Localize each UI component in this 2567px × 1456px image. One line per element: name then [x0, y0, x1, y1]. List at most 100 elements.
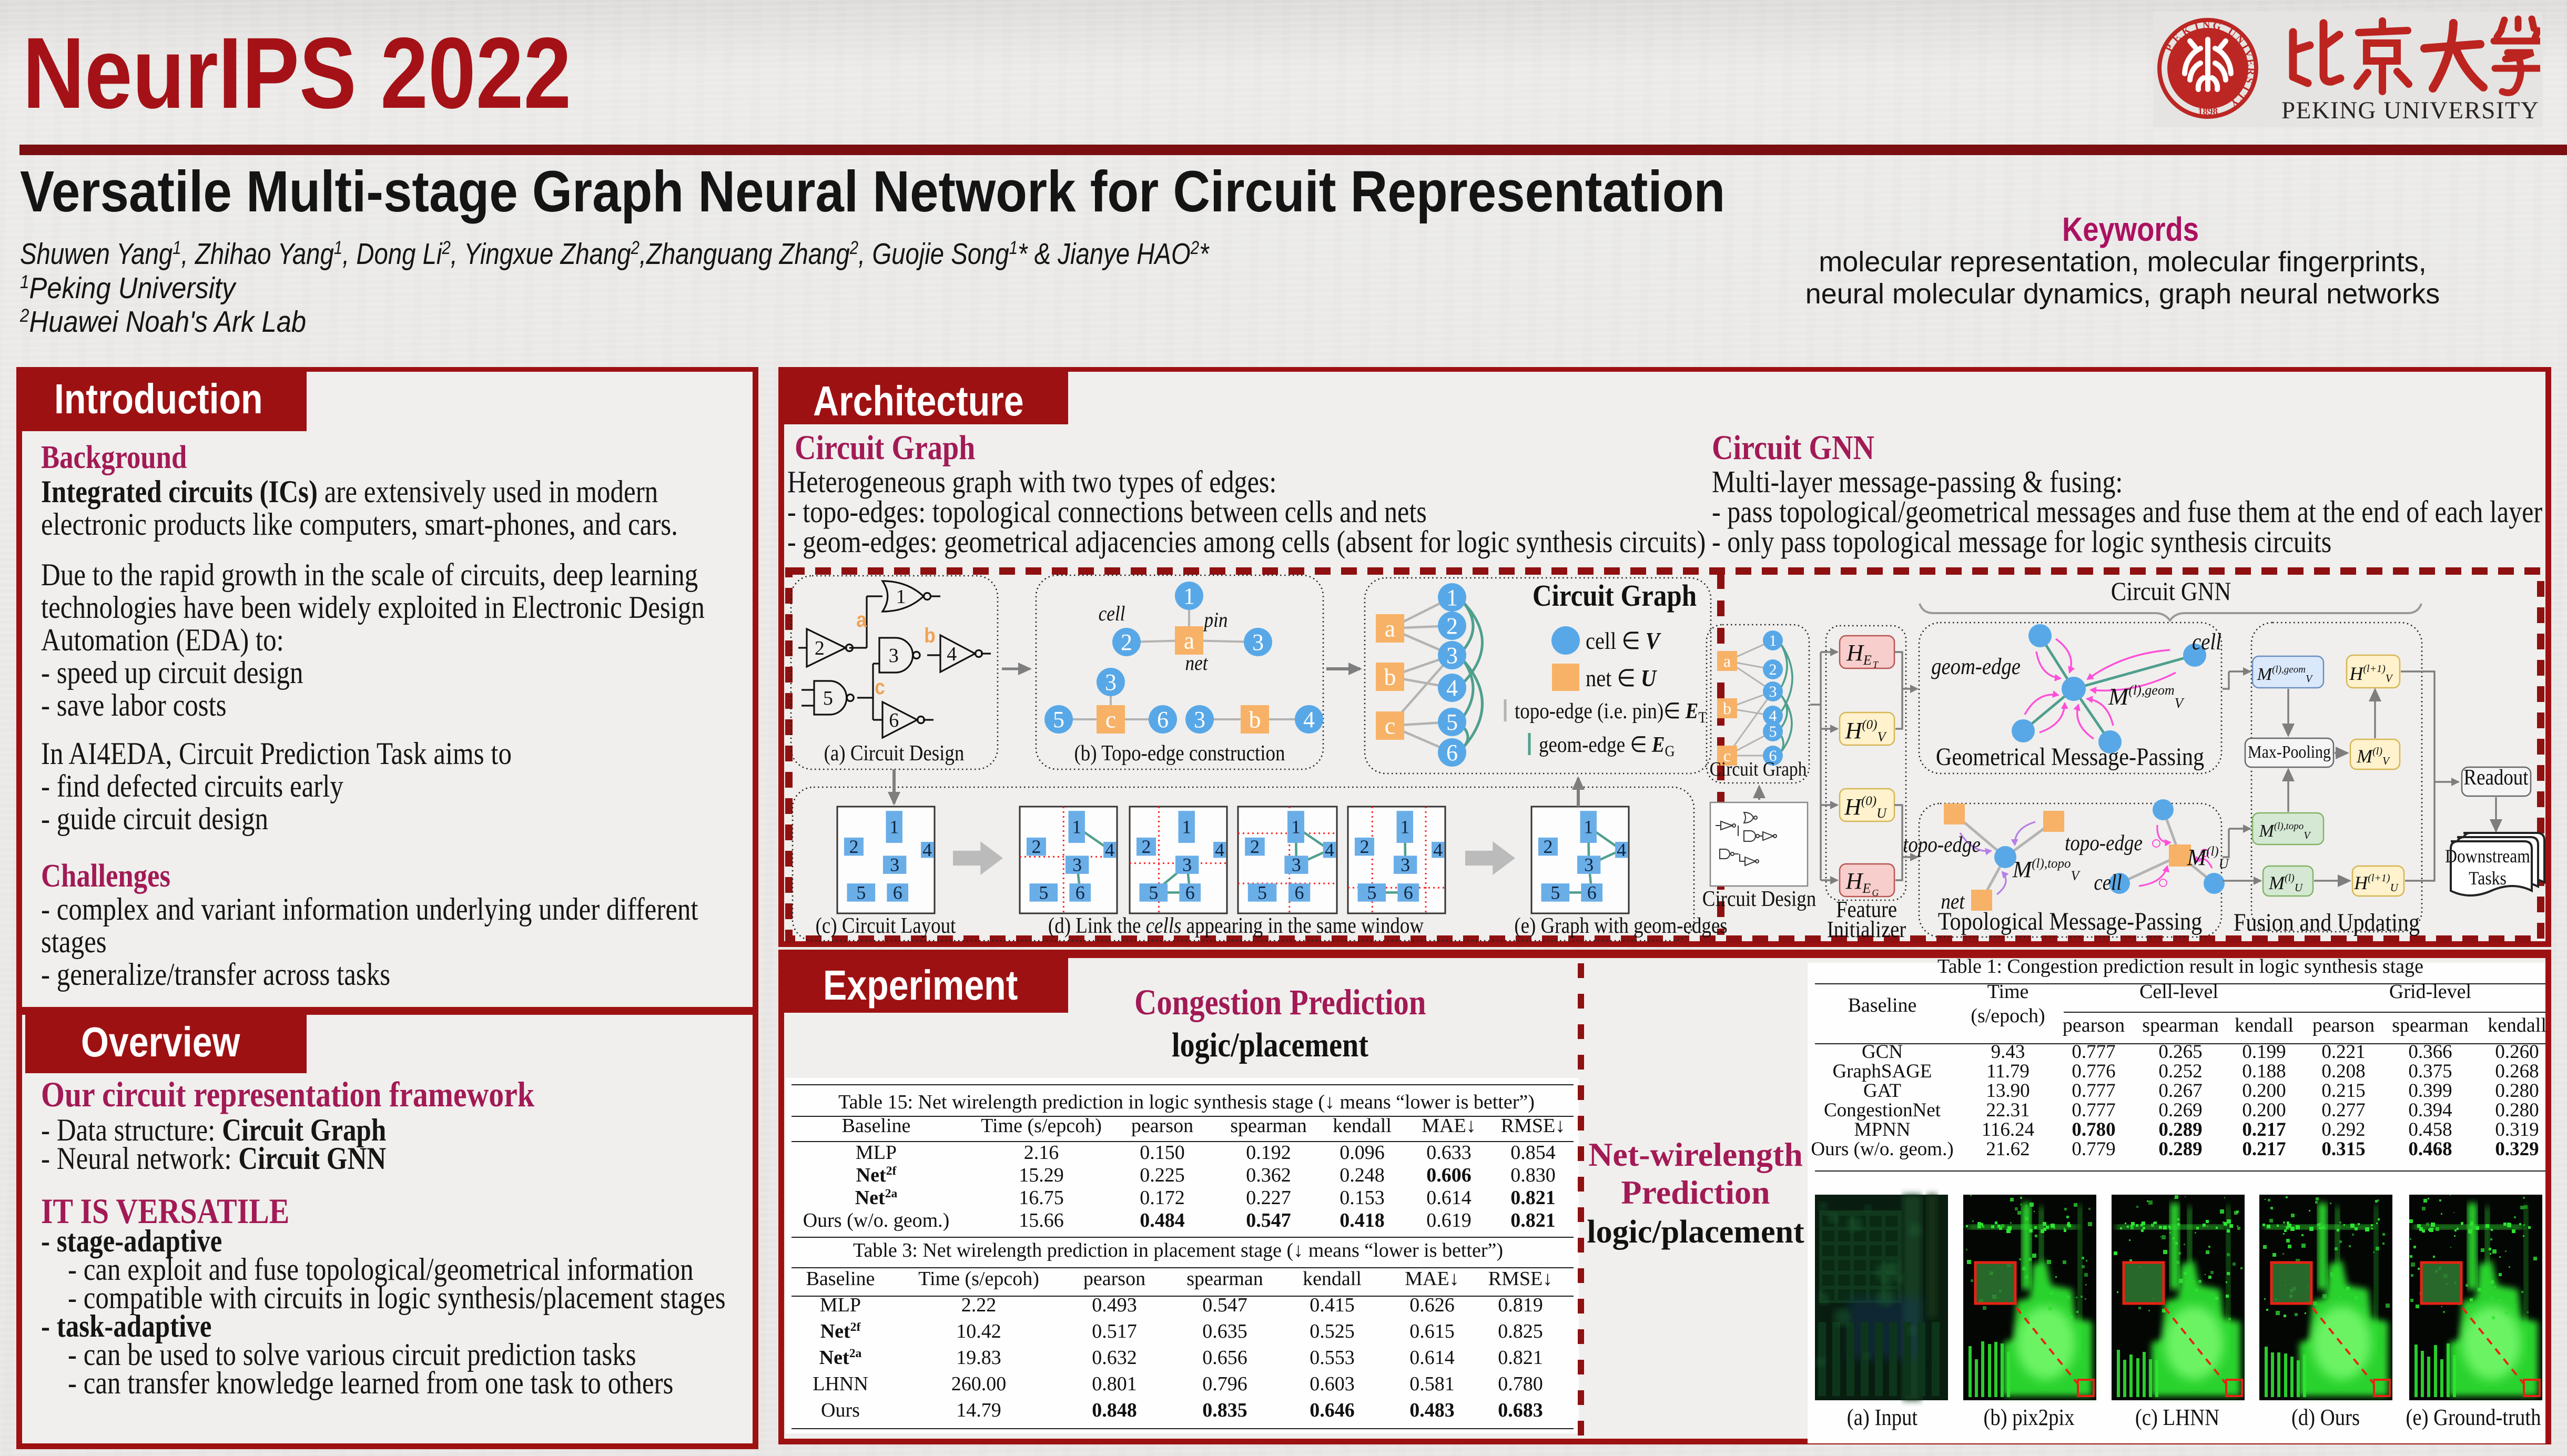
- svg-text:5: 5: [1367, 882, 1376, 903]
- svg-text:Circuit Graph: Circuit Graph: [1710, 758, 1807, 780]
- svg-text:Downstream: Downstream: [2445, 846, 2530, 867]
- svg-text:b: b: [1384, 664, 1396, 690]
- svg-text:Fusion and Updating: Fusion and Updating: [2234, 909, 2420, 936]
- svg-text:4: 4: [922, 839, 932, 860]
- svg-text:Geometrical Message-Passing: Geometrical Message-Passing: [1936, 743, 2204, 771]
- svg-text:Initializer: Initializer: [1827, 917, 1906, 942]
- svg-text:6: 6: [889, 709, 899, 731]
- svg-text:6: 6: [1157, 707, 1169, 732]
- svg-text:3: 3: [1252, 629, 1264, 655]
- svg-text:b: b: [1249, 706, 1261, 733]
- svg-text:4: 4: [1433, 839, 1443, 860]
- svg-text:3: 3: [1194, 707, 1205, 732]
- svg-text:(b) Topo-edge construction: (b) Topo-edge construction: [1074, 741, 1285, 766]
- svg-text:1: 1: [1446, 585, 1458, 610]
- svg-text:1: 1: [889, 817, 899, 838]
- svg-text:2: 2: [1543, 836, 1553, 857]
- svg-text:cell: cell: [1099, 602, 1125, 626]
- svg-text:6: 6: [1185, 882, 1195, 903]
- svg-text:(b) pix2pix: (b) pix2pix: [1983, 1404, 2074, 1431]
- svg-text:(d) Ours: (d) Ours: [2291, 1404, 2360, 1431]
- svg-text:b: b: [924, 624, 936, 647]
- svg-text:3: 3: [1182, 854, 1192, 875]
- svg-text:5: 5: [1257, 882, 1267, 903]
- svg-text:3: 3: [1292, 854, 1301, 875]
- svg-text:(e) Ground-truth: (e) Ground-truth: [2406, 1404, 2541, 1431]
- svg-text:PEKING UNIVERSITY: PEKING UNIVERSITY: [2281, 97, 2539, 124]
- svg-text:cell ∈ V: cell ∈ V: [1586, 628, 1661, 655]
- svg-text:topo-edge (i.e. pin)∈ ET: topo-edge (i.e. pin)∈ ET: [1515, 699, 1707, 727]
- svg-text:3: 3: [889, 645, 899, 667]
- svg-text:Max-Pooling: Max-Pooling: [2248, 741, 2331, 761]
- svg-text:G: G: [2211, 19, 2222, 33]
- svg-text:6: 6: [1295, 882, 1304, 903]
- svg-text:4: 4: [947, 643, 957, 665]
- svg-text:1: 1: [1183, 583, 1195, 609]
- svg-text:3: 3: [1105, 669, 1117, 695]
- svg-text:net: net: [1185, 651, 1209, 675]
- svg-text:R: R: [2245, 67, 2257, 76]
- svg-text:M(l),topoV: M(l),topoV: [2012, 857, 2081, 883]
- svg-text:b: b: [1723, 699, 1731, 718]
- svg-text:2: 2: [1359, 836, 1369, 857]
- svg-text:1: 1: [896, 586, 906, 608]
- svg-text:Feature: Feature: [1836, 897, 1897, 922]
- svg-text:4: 4: [1215, 839, 1224, 860]
- svg-text:5: 5: [823, 687, 833, 709]
- svg-text:6: 6: [1404, 882, 1413, 903]
- svg-text:cell: cell: [2094, 870, 2122, 895]
- svg-text:6: 6: [1587, 882, 1597, 903]
- svg-text:2: 2: [1250, 836, 1260, 857]
- svg-text:topo-edge: topo-edge: [2065, 831, 2143, 856]
- svg-text:3: 3: [1446, 643, 1458, 668]
- svg-text:1898: 1898: [2198, 106, 2218, 117]
- svg-text:1: 1: [1584, 817, 1593, 838]
- svg-text:Readout: Readout: [2463, 765, 2528, 790]
- svg-text:4: 4: [1617, 839, 1626, 860]
- svg-text:5: 5: [856, 882, 866, 903]
- svg-text:5: 5: [1149, 882, 1158, 903]
- svg-text:3: 3: [1584, 854, 1594, 875]
- svg-text:c: c: [1385, 712, 1395, 739]
- svg-text:a: a: [856, 608, 867, 632]
- svg-text:6: 6: [1769, 747, 1777, 765]
- svg-text:3: 3: [1401, 854, 1410, 875]
- svg-text:Circuit GNN: Circuit GNN: [2111, 577, 2231, 606]
- svg-text:6: 6: [893, 882, 902, 903]
- svg-text:M(l),geomV: M(l),geomV: [2108, 683, 2185, 711]
- svg-text:5: 5: [1053, 707, 1064, 732]
- svg-text:(d) Link the cells appearing i: (d) Link the cells appearing in the same…: [1048, 913, 1424, 938]
- svg-text:5: 5: [1769, 723, 1777, 740]
- svg-text:Tasks: Tasks: [2469, 868, 2507, 889]
- svg-text:3: 3: [1769, 683, 1777, 700]
- svg-text:6: 6: [1075, 882, 1085, 903]
- svg-text:1: 1: [1769, 632, 1777, 649]
- svg-text:E: E: [2244, 58, 2257, 66]
- svg-text:cell: cell: [2192, 629, 2221, 655]
- svg-text:c: c: [875, 675, 885, 699]
- svg-text:2: 2: [815, 637, 825, 659]
- svg-text:a: a: [1184, 627, 1194, 654]
- svg-text:4: 4: [1769, 707, 1777, 725]
- svg-text:Circuit Graph: Circuit Graph: [1533, 578, 1697, 613]
- svg-text:6: 6: [1446, 740, 1458, 766]
- svg-text:2: 2: [1446, 613, 1458, 639]
- svg-text:4: 4: [1325, 839, 1334, 860]
- svg-text:4: 4: [1303, 707, 1315, 732]
- svg-text:2: 2: [1141, 836, 1151, 857]
- svg-text:4: 4: [1105, 839, 1114, 860]
- svg-text:geom-edge: geom-edge: [1931, 654, 2021, 679]
- svg-text:3: 3: [1072, 854, 1082, 875]
- svg-text:(a) Input: (a) Input: [1847, 1404, 1918, 1431]
- svg-text:geom-edge ∈ EG: geom-edge ∈ EG: [1539, 732, 1675, 760]
- svg-text:2: 2: [1031, 836, 1041, 857]
- svg-text:(a) Circuit Design: (a) Circuit Design: [824, 741, 965, 766]
- svg-text:Topological Message-Passing: Topological Message-Passing: [1938, 908, 2203, 935]
- svg-text:c: c: [1723, 746, 1731, 765]
- svg-text:a: a: [1385, 615, 1395, 642]
- svg-text:net ∈ U: net ∈ U: [1586, 665, 1658, 692]
- svg-text:c: c: [1105, 706, 1116, 733]
- svg-text:1: 1: [1182, 817, 1191, 838]
- svg-text:net: net: [1941, 889, 1965, 914]
- svg-text:2: 2: [1769, 661, 1777, 678]
